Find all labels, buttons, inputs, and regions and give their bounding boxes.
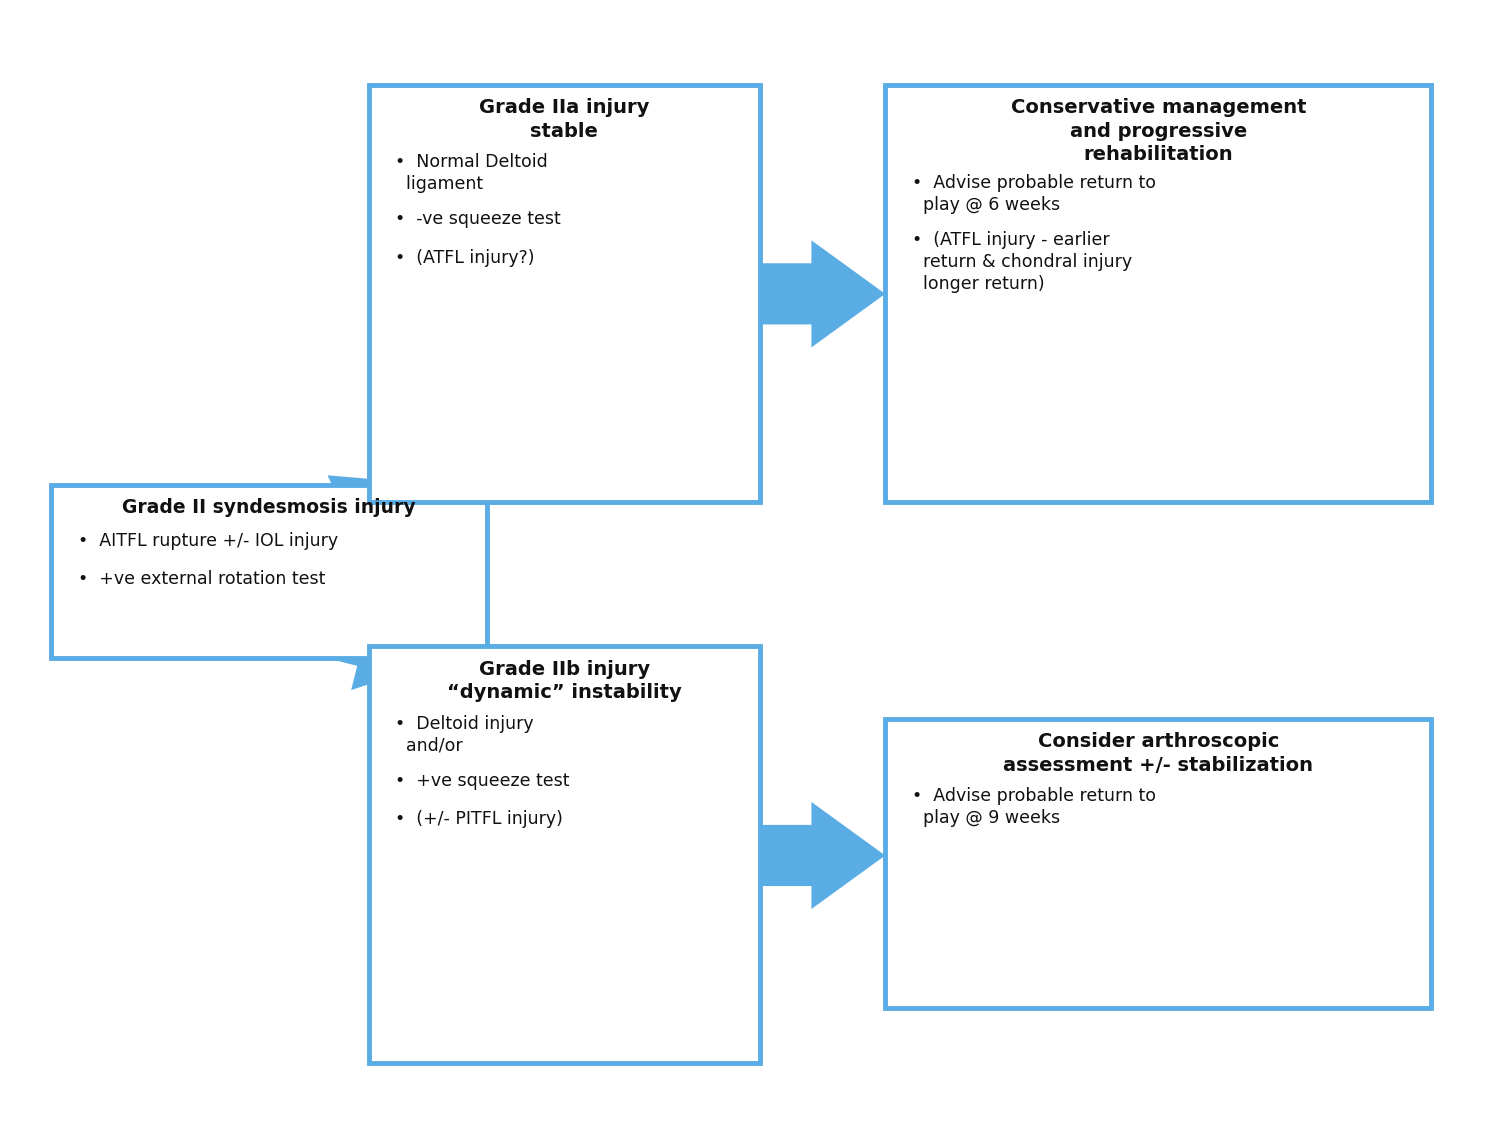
Text: •  -ve squeeze test: • -ve squeeze test: [395, 211, 560, 229]
Text: Grade IIa injury
stable: Grade IIa injury stable: [478, 98, 650, 141]
Text: •  (+/- PITFL injury): • (+/- PITFL injury): [395, 811, 563, 829]
Polygon shape: [177, 561, 450, 690]
Text: •  (ATFL injury?): • (ATFL injury?): [395, 249, 535, 267]
Text: •  (ATFL injury - earlier
  return & chondral injury
  longer return): • (ATFL injury - earlier return & chondr…: [912, 231, 1132, 293]
Text: Consider arthroscopic
assessment +/- stabilization: Consider arthroscopic assessment +/- sta…: [1003, 732, 1313, 775]
Polygon shape: [760, 240, 885, 348]
Text: •  +ve external rotation test: • +ve external rotation test: [77, 571, 325, 589]
FancyBboxPatch shape: [51, 485, 487, 658]
FancyBboxPatch shape: [368, 646, 760, 1063]
Text: •  Normal Deltoid
  ligament: • Normal Deltoid ligament: [395, 153, 548, 194]
FancyBboxPatch shape: [368, 84, 760, 502]
Text: •  AITFL rupture +/- IOL injury: • AITFL rupture +/- IOL injury: [77, 531, 338, 549]
Text: •  Advise probable return to
  play @ 9 weeks: • Advise probable return to play @ 9 wee…: [912, 787, 1156, 828]
Polygon shape: [142, 475, 443, 641]
FancyBboxPatch shape: [885, 718, 1432, 1008]
FancyBboxPatch shape: [885, 84, 1432, 502]
Text: •  Deltoid injury
  and/or: • Deltoid injury and/or: [395, 715, 533, 754]
Text: Grade IIb injury
“dynamic” instability: Grade IIb injury “dynamic” instability: [447, 660, 681, 703]
Text: •  +ve squeeze test: • +ve squeeze test: [395, 771, 569, 789]
Text: Grade II syndesmosis injury: Grade II syndesmosis injury: [122, 499, 416, 518]
Text: Conservative management
and progressive
rehabilitation: Conservative management and progressive …: [1010, 98, 1307, 164]
Polygon shape: [760, 802, 885, 909]
Text: •  Advise probable return to
  play @ 6 weeks: • Advise probable return to play @ 6 wee…: [912, 173, 1156, 214]
